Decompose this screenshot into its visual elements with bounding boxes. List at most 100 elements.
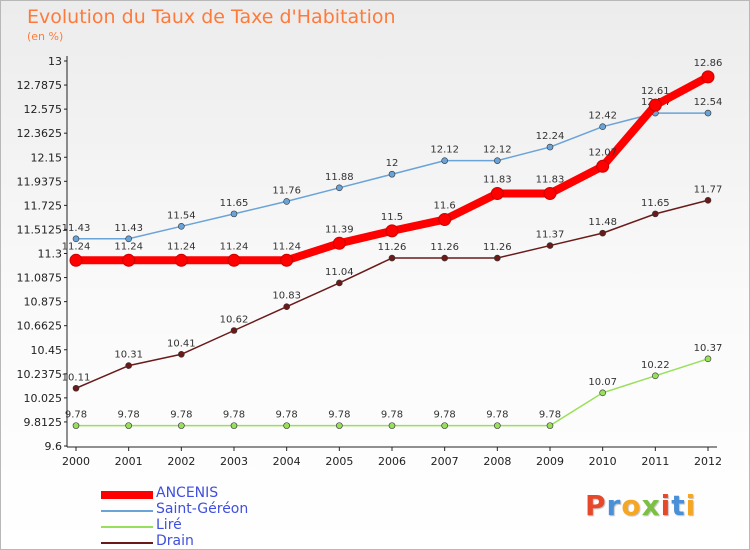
data-label: 11.54 bbox=[167, 210, 196, 221]
data-label: 11.24 bbox=[114, 241, 143, 252]
data-label: 9.78 bbox=[170, 410, 192, 421]
data-label: 10.07 bbox=[588, 377, 617, 388]
data-point bbox=[599, 389, 606, 397]
data-label: 12.12 bbox=[430, 145, 459, 156]
logo-letter: o bbox=[621, 489, 642, 522]
series-ancenis: 11.24 11.24 11.24 11.24 11.2411.3911.511.611… bbox=[62, 58, 722, 267]
data-point bbox=[546, 422, 554, 429]
data-point bbox=[441, 254, 448, 262]
data-label: 9.78 bbox=[223, 410, 245, 421]
logo-letter: i bbox=[660, 489, 672, 522]
data-label: 9.78 bbox=[118, 410, 140, 421]
data-point bbox=[701, 70, 715, 84]
data-label: 11.26 bbox=[430, 242, 459, 253]
data-label: 11.65 bbox=[220, 198, 249, 209]
data-point bbox=[336, 422, 343, 429]
y-tick-label: 12.15 bbox=[31, 151, 63, 164]
y-tick-label: 12.3625 bbox=[17, 127, 63, 140]
data-label: 9.78 bbox=[434, 410, 456, 421]
proxiti-logo: Proxiti bbox=[585, 489, 696, 522]
x-tick-label: 2007 bbox=[431, 455, 459, 468]
y-tick-label: 11.5125 bbox=[17, 223, 63, 236]
x-tick-label: 2011 bbox=[641, 455, 669, 468]
data-label: 9.78 bbox=[539, 410, 561, 421]
x-tick-label: 2009 bbox=[536, 455, 564, 468]
data-point bbox=[72, 384, 80, 392]
y-tick-label: 9.6 bbox=[45, 440, 63, 453]
data-point bbox=[596, 159, 610, 173]
data-label: 11.65 bbox=[641, 198, 670, 209]
data-point bbox=[388, 422, 396, 429]
y-tick-label: 11.0875 bbox=[17, 272, 63, 285]
data-point bbox=[178, 223, 185, 230]
data-point bbox=[704, 196, 712, 204]
data-label: 11.24 bbox=[272, 241, 301, 252]
y-tick-label: 13 bbox=[48, 55, 62, 68]
logo-letter: r bbox=[606, 489, 622, 522]
data-point bbox=[494, 422, 501, 429]
data-point bbox=[174, 253, 188, 267]
data-label: 10.22 bbox=[641, 360, 670, 371]
data-label: 11.77 bbox=[694, 184, 723, 195]
y-tick-label: 10.875 bbox=[24, 296, 63, 309]
data-point bbox=[648, 98, 662, 112]
data-point bbox=[441, 422, 448, 429]
data-point bbox=[283, 422, 290, 429]
data-point bbox=[125, 422, 132, 429]
y-tick-label: 10.45 bbox=[31, 344, 63, 357]
data-point bbox=[332, 236, 346, 250]
data-point bbox=[704, 355, 712, 363]
logo-letter: t bbox=[671, 489, 686, 522]
data-point bbox=[441, 157, 448, 164]
data-point bbox=[72, 422, 80, 429]
data-label: 11.5 bbox=[381, 212, 403, 223]
data-label: 9.78 bbox=[381, 410, 403, 421]
data-label: 11.37 bbox=[536, 230, 565, 241]
x-tick-label: 2003 bbox=[220, 455, 248, 468]
y-tick-label: 11.3 bbox=[38, 248, 63, 261]
data-label: 9.78 bbox=[276, 410, 298, 421]
logo-letter: x bbox=[641, 489, 661, 522]
legend-label: Saint-Géréon bbox=[156, 501, 249, 517]
data-label: 11.24 bbox=[167, 241, 196, 252]
data-point bbox=[336, 279, 343, 287]
data-label: 11.39 bbox=[325, 224, 354, 235]
y-tick-label: 10.6625 bbox=[17, 320, 63, 333]
data-point bbox=[494, 157, 501, 164]
data-label: 10.31 bbox=[114, 350, 143, 361]
data-label: 12.07 bbox=[588, 147, 617, 158]
data-point bbox=[336, 184, 343, 192]
data-label: 9.78 bbox=[486, 410, 508, 421]
x-tick-label: 2008 bbox=[483, 455, 511, 468]
y-tick-label: 10.2375 bbox=[17, 368, 63, 381]
data-point bbox=[69, 253, 83, 267]
x-tick-label: 2001 bbox=[115, 455, 143, 468]
series-drain: 10.11 10.31 10.41 10.62 10.83 11.04 11.26 11.26… bbox=[62, 184, 723, 392]
data-label: 11.24 bbox=[62, 241, 91, 252]
data-point bbox=[283, 198, 290, 205]
data-point bbox=[546, 143, 554, 151]
data-label: 11.83 bbox=[536, 174, 565, 185]
data-point bbox=[230, 210, 238, 218]
data-label: 11.76 bbox=[272, 185, 301, 196]
chart-subtitle: (en %) bbox=[27, 30, 64, 43]
data-label: 11.48 bbox=[588, 217, 617, 228]
data-label: 10.41 bbox=[167, 338, 196, 349]
data-point bbox=[385, 224, 399, 238]
data-label: 12 bbox=[386, 158, 399, 169]
x-tick-label: 2004 bbox=[273, 455, 301, 468]
data-label: 11.26 bbox=[483, 242, 512, 253]
data-label: 11.43 bbox=[62, 223, 91, 234]
data-point bbox=[438, 213, 452, 227]
data-label: 11.43 bbox=[114, 223, 143, 234]
data-point bbox=[490, 186, 504, 200]
logo-letter: i bbox=[685, 489, 697, 522]
legend-label: Liré bbox=[156, 517, 182, 533]
data-point bbox=[230, 327, 238, 334]
y-tick-label: 9.8125 bbox=[24, 416, 63, 429]
data-point bbox=[178, 422, 185, 429]
x-tick-label: 2012 bbox=[694, 455, 722, 468]
series-saint-g-r-on: 11.43 11.43 11.54 11.65 11.76 11.88 12 12.12 12.… bbox=[62, 97, 722, 243]
